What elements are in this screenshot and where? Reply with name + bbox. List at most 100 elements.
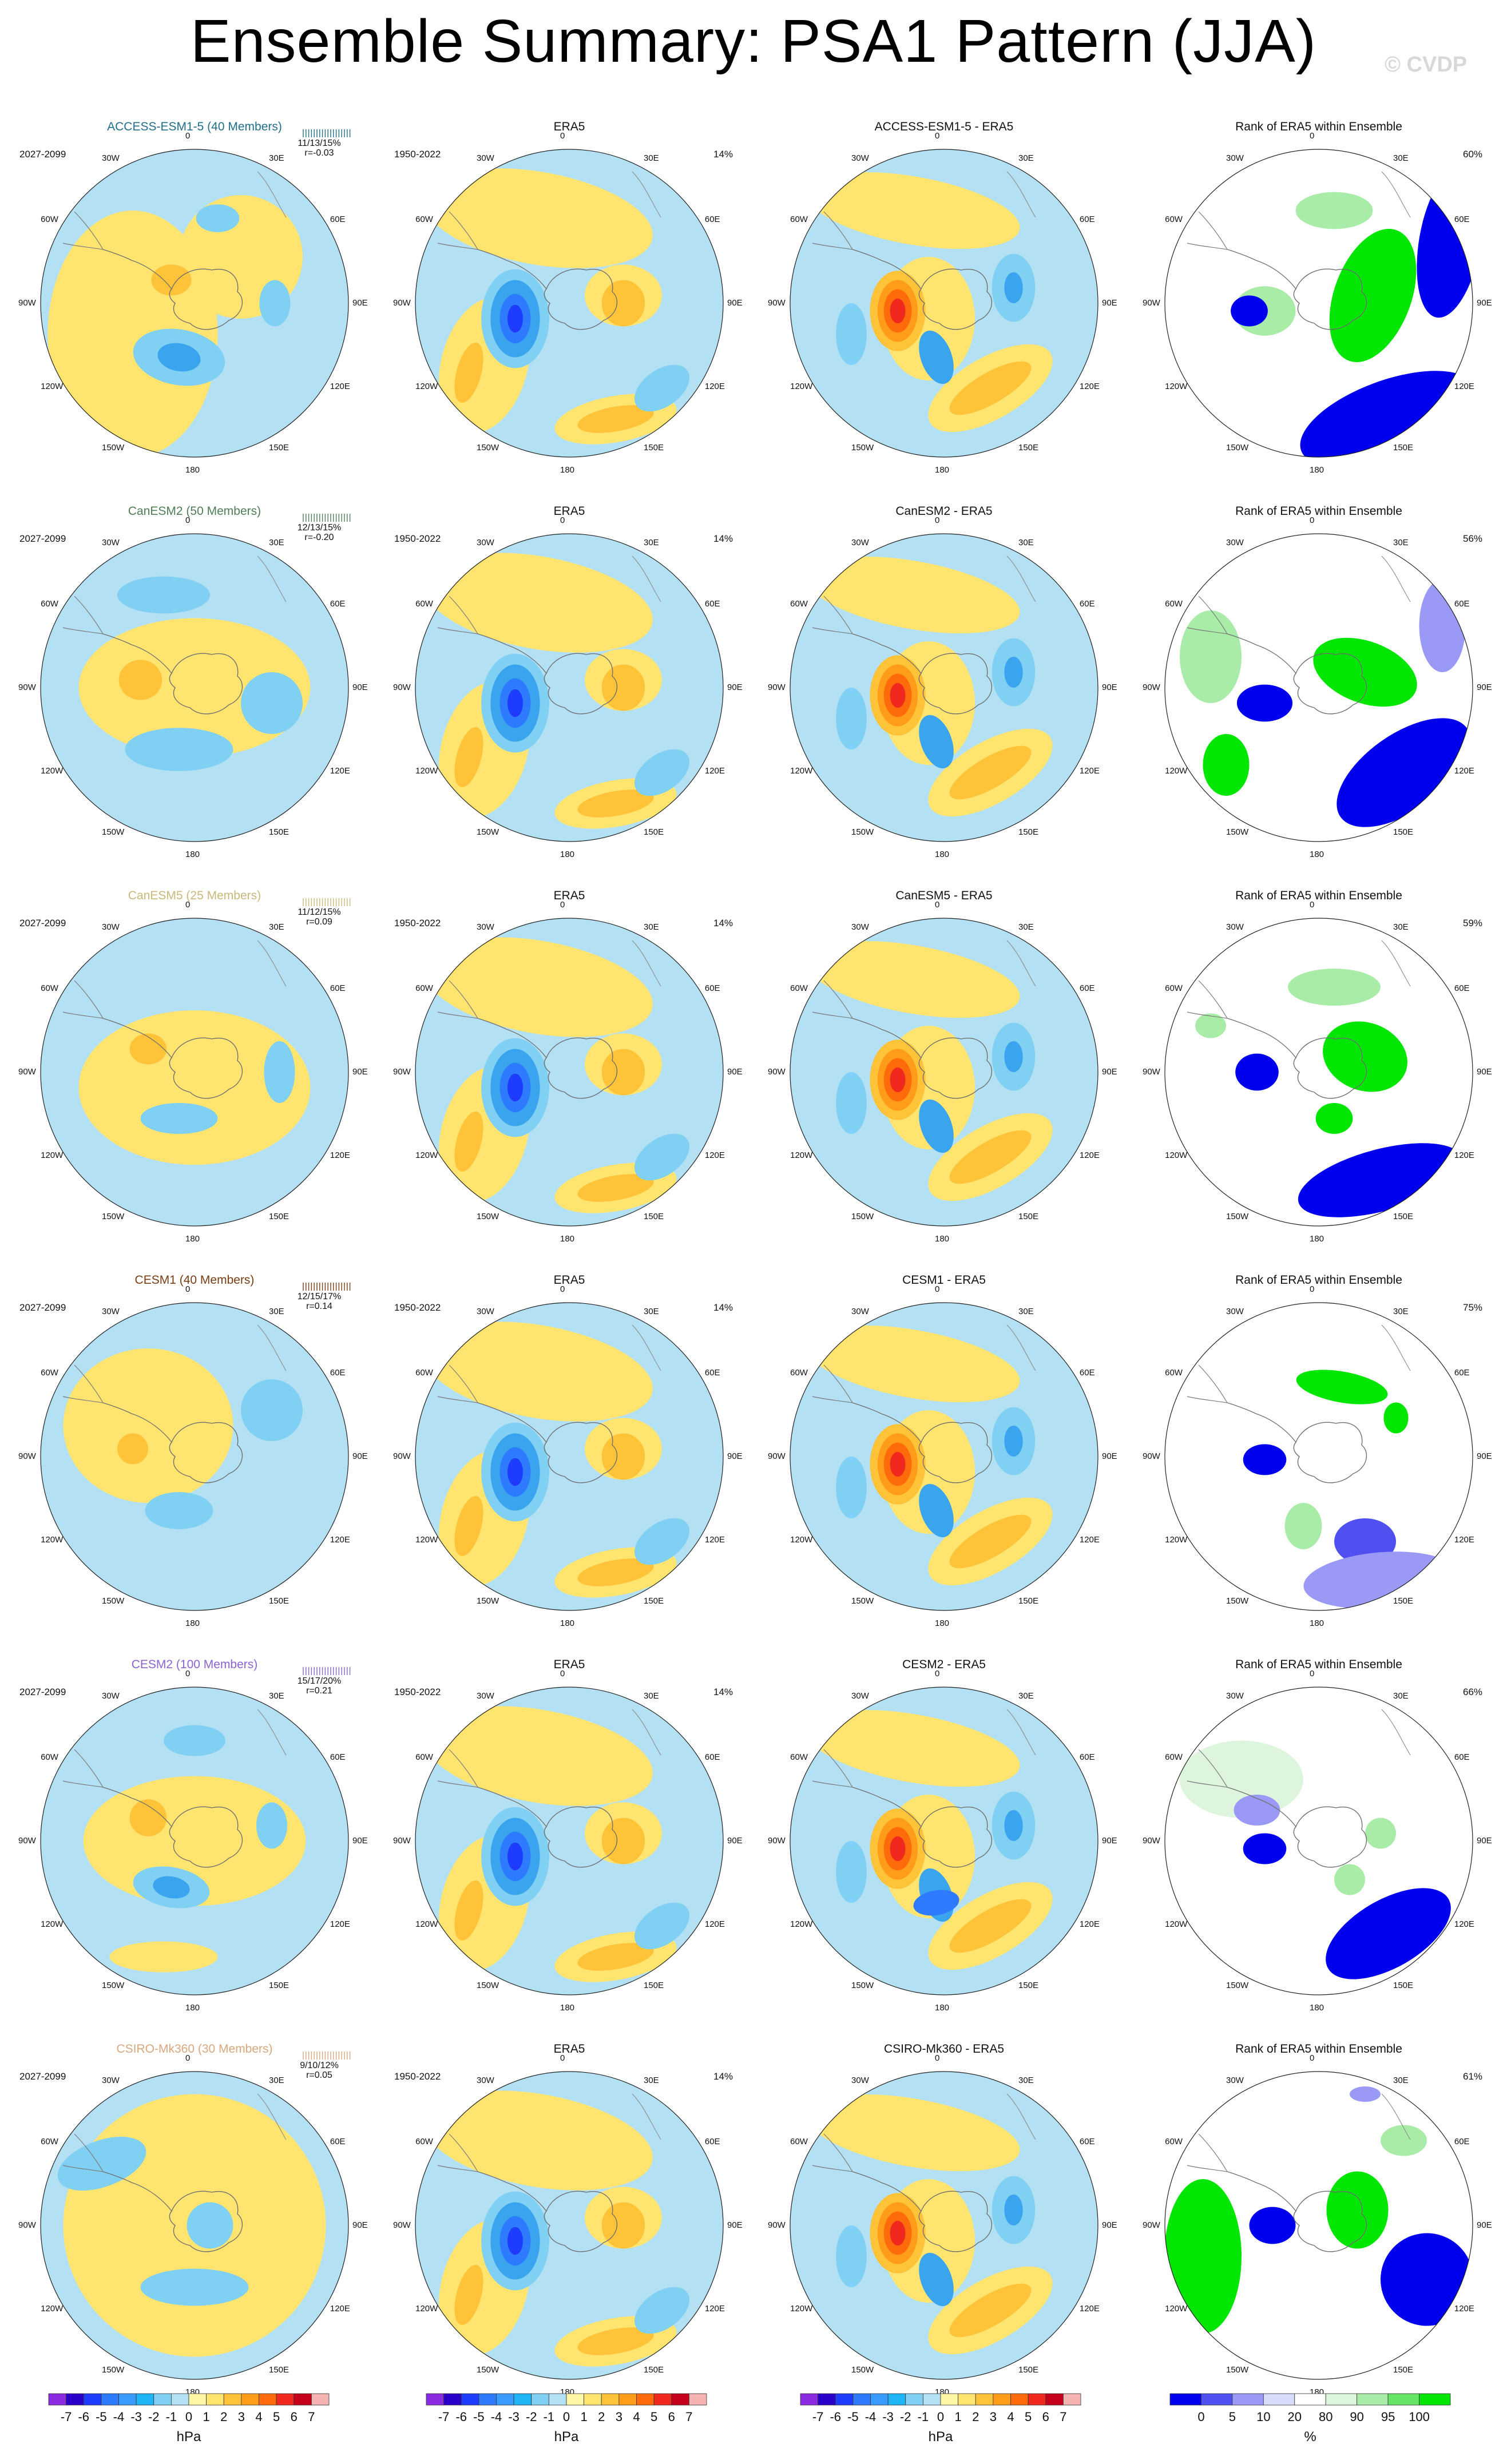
antarctica-outline <box>918 1422 993 1483</box>
lon-label: 0 <box>185 515 191 525</box>
pct-range: 12/15/17% <box>297 1292 342 1302</box>
era5-contour <box>424 937 653 1037</box>
rank-map <box>1164 149 1473 458</box>
lon-label: 30W <box>1226 1307 1244 1317</box>
lon-label: 150E <box>1393 827 1414 837</box>
lon-label: 30W <box>477 2076 494 2086</box>
lon-label: 90E <box>727 298 743 308</box>
lon-label: 150E <box>1393 442 1414 453</box>
colorbar-swatch <box>311 2393 330 2406</box>
colorbar-swatch <box>940 2393 959 2406</box>
era5-contour <box>507 689 523 717</box>
colorbar-swatch <box>188 2393 207 2406</box>
era5-contour <box>507 1073 523 1102</box>
rank-contour <box>1350 2086 1381 2102</box>
peninsula-outline <box>102 1018 172 1058</box>
lon-label: 60W <box>41 1752 58 1762</box>
lon-label: 120W <box>41 1150 64 1160</box>
colorbar-tick-label: 0 <box>185 2410 192 2424</box>
lon-label: 120E <box>330 2304 350 2314</box>
lon-label: 30E <box>1018 2076 1034 2086</box>
colorbar-tick-label: 3 <box>238 2410 245 2424</box>
lon-label: 120W <box>790 1150 813 1160</box>
lon-label: 30W <box>477 1691 494 1701</box>
colorbar-hpa-3: -7 -6 -5 -4 -3 -2 -1 0 1 2 3 4 5 6 7 hPa <box>798 2390 1084 2453</box>
lon-label: 180 <box>560 850 575 859</box>
colorbar-tick-label: -3 <box>882 2410 894 2424</box>
colorbar-tick-label: 5 <box>651 2410 657 2424</box>
lon-label: 60E <box>330 215 346 224</box>
lon-label: 30E <box>269 922 284 933</box>
panel-era5: ERA5 1950-2022 14% 0 30E 60E 90E 120E 150E 180 150… <box>386 2042 752 2420</box>
pct-range: 12/13/15% <box>297 523 342 533</box>
model-contour <box>256 1802 287 1849</box>
colorbar-swatch <box>206 2393 224 2406</box>
lon-label: 150E <box>1018 827 1039 837</box>
colorbar-tick-label: 7 <box>308 2410 315 2424</box>
lon-label: 60E <box>704 983 720 993</box>
diff-map <box>790 2071 1098 2380</box>
colorbar-tick-label: 0 <box>563 2410 570 2424</box>
colorbar-units: hPa <box>554 2429 579 2445</box>
lon-label: 120W <box>415 382 438 391</box>
diff-contour <box>836 303 867 365</box>
pct-label: 56% <box>1463 533 1483 544</box>
era5-contour <box>454 1112 483 1172</box>
peninsula-outline <box>477 1402 547 1443</box>
diff-title: CanESM2 - ERA5 <box>895 505 993 518</box>
lon-label: 0 <box>560 1669 565 1679</box>
lon-label: 0 <box>560 515 565 525</box>
model-contour <box>153 1876 190 1899</box>
lon-label: 30E <box>644 538 659 548</box>
colorbar-swatch <box>276 2393 295 2406</box>
model-map <box>40 1687 349 1995</box>
map-border <box>40 918 349 1227</box>
lon-label: 180 <box>1310 465 1324 475</box>
lon-label: 120E <box>1454 1535 1474 1545</box>
antarctica-outline <box>918 268 993 330</box>
lon-label: 90W <box>1143 1067 1160 1077</box>
lon-label: 30W <box>851 1691 869 1701</box>
colorbar-swatch <box>958 2393 976 2406</box>
lon-label: 120W <box>41 1535 64 1545</box>
pct-label: 14% <box>713 1687 733 1697</box>
era5-contour <box>577 405 654 433</box>
lon-label: 90E <box>727 683 743 692</box>
model-contour <box>63 1348 233 1503</box>
diff-contour <box>919 1099 954 1153</box>
lon-label: 90E <box>352 683 368 692</box>
era5-title: ERA5 <box>553 1273 585 1287</box>
lon-label: 60W <box>415 599 433 609</box>
lon-label: 90E <box>1102 1067 1117 1077</box>
colorbar-tick-label: 10 <box>1256 2410 1270 2424</box>
colorbar-swatch <box>1201 2393 1233 2406</box>
lon-label: 90W <box>18 1067 36 1077</box>
lon-label: 60E <box>1079 2137 1095 2146</box>
diff-contour <box>836 688 867 749</box>
colorbar-swatch <box>478 2393 497 2406</box>
lon-label: 30E <box>644 153 659 164</box>
lon-label: 60E <box>1454 2137 1470 2146</box>
colorbar-swatch <box>1045 2393 1064 2406</box>
member-spread-icon <box>303 898 351 906</box>
rank-contour <box>1313 637 1417 707</box>
colorbar-swatch <box>294 2393 312 2406</box>
colorbar-tick-label: -4 <box>491 2410 502 2424</box>
colorbar-tick-label: 6 <box>291 2410 298 2424</box>
map-border <box>790 149 1098 458</box>
lon-label: 150E <box>1018 442 1039 453</box>
pct-label: 14% <box>713 1302 733 1313</box>
lon-label: 150W <box>477 827 499 837</box>
era5-contour <box>577 1943 654 1971</box>
lon-label: 150W <box>1226 1211 1249 1221</box>
era5-contour <box>424 168 653 268</box>
diff-contour <box>949 361 1032 415</box>
diff-contour <box>1004 1426 1023 1457</box>
lon-label: 30W <box>1226 538 1244 548</box>
south-america-outline <box>1187 1364 1228 1403</box>
lon-label: 60E <box>1079 983 1095 993</box>
lon-label: 180 <box>935 465 950 475</box>
map-border <box>415 1687 724 1995</box>
lon-label: 150E <box>644 1980 664 1990</box>
lon-label: 30W <box>102 538 120 548</box>
